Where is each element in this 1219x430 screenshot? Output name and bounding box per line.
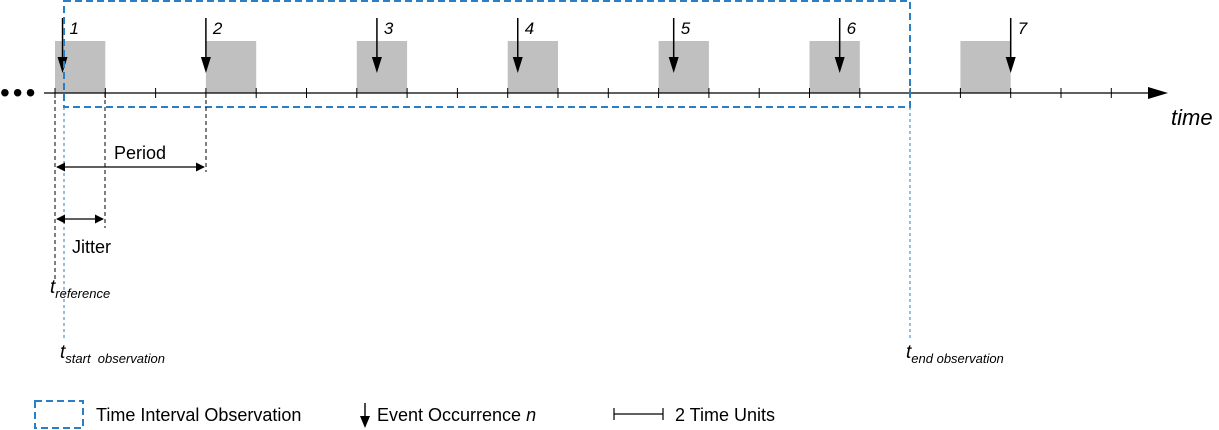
legend-interval-swatch: [34, 400, 84, 429]
legend-interval-label: Time Interval Observation: [96, 405, 301, 425]
start-observation-label: tstart observation: [60, 342, 165, 366]
event-arrowhead: [668, 57, 679, 73]
event-window: [960, 41, 1011, 93]
reference-time-label: treference: [50, 277, 110, 301]
event-number: 4: [525, 19, 534, 38]
event-window: [205, 41, 257, 93]
event-window: [356, 41, 408, 93]
legend: Time Interval Observation Event Occurren…: [34, 400, 775, 429]
event-arrowhead: [57, 57, 68, 73]
period-label: Period: [114, 143, 166, 163]
legend-event-label: Event Occurrence n: [377, 405, 536, 425]
event-window: [809, 41, 860, 93]
event-occurrences: 1 2 3 4 5 6 7: [57, 18, 1028, 73]
legend-event-arrowhead: [360, 416, 370, 428]
event-arrowhead: [1005, 57, 1016, 73]
time-axis-arrowhead: [1148, 87, 1168, 99]
event-arrowhead: [200, 57, 211, 73]
event-number: 1: [70, 19, 79, 38]
event-number: 3: [384, 19, 394, 38]
observation-interval-box: [63, 0, 911, 108]
legend-unit-label: 2 Time Units: [675, 405, 775, 425]
event-number: 5: [681, 19, 691, 38]
event-window: [507, 41, 558, 93]
event-number: 2: [212, 19, 223, 38]
end-observation-label: tend observation: [906, 342, 1004, 366]
event-arrowhead: [512, 57, 523, 73]
time-axis-label: time: [1171, 105, 1213, 130]
event-arrowhead: [371, 57, 382, 73]
ellipsis-dots: •••: [0, 77, 38, 108]
event-window: [658, 41, 709, 93]
event-number: 6: [847, 19, 857, 38]
jitter-label: Jitter: [72, 237, 111, 257]
event-arrowhead: [834, 57, 845, 73]
event-windows: [55, 41, 1011, 93]
event-number: 7: [1018, 19, 1028, 38]
